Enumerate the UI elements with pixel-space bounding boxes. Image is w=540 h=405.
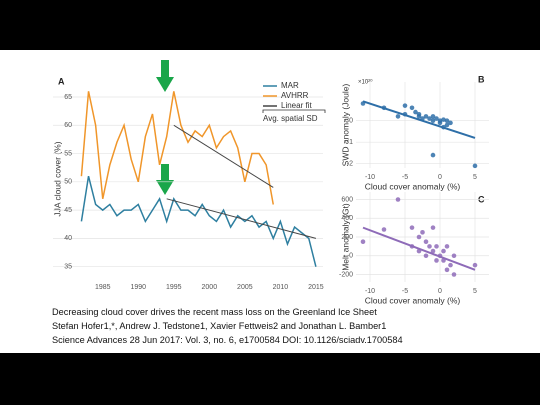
x-tick-label: 2005 — [237, 284, 253, 291]
x-tick-label: 5 — [473, 288, 477, 295]
unit-label: ×10²⁰ — [358, 79, 373, 86]
y-axis-label: JJA cloud cover (%) — [52, 141, 62, 216]
y-tick-label: 50 — [64, 179, 72, 186]
point — [395, 197, 401, 202]
point — [434, 244, 439, 249]
top-bar — [0, 0, 540, 50]
point — [434, 258, 439, 263]
caption: Science Advances 28 Jun 2017: Vol. 3, no… — [52, 335, 403, 345]
x-tick-label: -5 — [402, 288, 408, 295]
point — [430, 114, 436, 119]
point — [444, 267, 450, 273]
y-tick-label: 40 — [64, 235, 72, 242]
y-tick-label: 200 — [341, 234, 353, 241]
point — [416, 234, 422, 240]
point — [420, 230, 425, 235]
caption: Decreasing cloud cover drives the recent… — [52, 307, 377, 317]
point — [416, 114, 422, 119]
y-axis-label: Melt anomaly (Gt) — [340, 203, 350, 271]
y-tick-label: 35 — [64, 264, 72, 271]
bottom-bar — [0, 353, 540, 405]
point — [437, 120, 443, 126]
fit-line — [362, 226, 476, 271]
y-tick-label: 60 — [64, 122, 72, 129]
y-tick-label: 400 — [341, 215, 353, 222]
point — [395, 114, 401, 119]
y-tick-label: 0 — [349, 118, 353, 125]
bracket — [262, 109, 326, 113]
x-tick-label: 2000 — [202, 284, 218, 291]
y-tick-label: -1 — [347, 139, 353, 146]
x-tick-label: 2010 — [273, 284, 289, 291]
legend-label: AVHRR — [281, 91, 309, 100]
arrow — [156, 60, 174, 92]
point — [444, 244, 450, 249]
point — [430, 225, 436, 230]
x-tick-label: 0 — [438, 174, 442, 181]
x-axis-label: Cloud cover anomaly (%) — [365, 181, 461, 191]
series-line — [80, 91, 275, 205]
x-tick-label: 5 — [473, 174, 477, 181]
x-tick-label: -10 — [365, 288, 375, 295]
point — [427, 116, 432, 121]
point — [444, 122, 450, 128]
y-tick-label: 0 — [349, 253, 353, 260]
fit-line — [362, 100, 476, 139]
caption: Stefan Hofer1,*, Andrew J. Tedstone1, Xa… — [52, 321, 387, 331]
point — [441, 117, 446, 122]
y-tick-label: 65 — [64, 94, 72, 101]
point — [448, 120, 453, 126]
point — [434, 116, 439, 121]
point — [448, 262, 453, 268]
point — [430, 152, 436, 158]
point — [423, 239, 429, 244]
panel-letter: B — [478, 74, 485, 84]
point — [409, 105, 415, 111]
x-tick-label: 1990 — [130, 284, 146, 291]
x-tick-label: -10 — [365, 174, 375, 181]
point — [444, 118, 450, 123]
x-tick-label: 2015 — [308, 284, 324, 291]
legend-label: MAR — [281, 81, 299, 90]
x-tick-label: 0 — [438, 288, 442, 295]
point — [430, 248, 436, 254]
point — [451, 272, 457, 277]
point — [441, 248, 446, 254]
x-axis-label: Cloud cover anomaly (%) — [365, 295, 461, 305]
annotation: Avg. spatial SD — [263, 114, 318, 123]
point — [413, 109, 418, 115]
x-tick-label: 1985 — [95, 284, 111, 291]
y-tick-label: 55 — [64, 150, 72, 157]
point — [402, 103, 408, 108]
point — [423, 253, 429, 259]
panel-letter: A — [58, 76, 65, 86]
point — [430, 118, 436, 123]
arrow — [156, 164, 174, 195]
fit-line — [173, 124, 274, 188]
series-line — [80, 175, 317, 267]
y-axis-label: SWD anomaly (Joule) — [340, 84, 350, 167]
y-tick-label: 45 — [64, 207, 72, 214]
x-tick-label: -5 — [402, 174, 408, 181]
legend-label: Linear fit — [281, 101, 312, 110]
point — [472, 163, 478, 169]
point — [360, 239, 366, 244]
y-tick-label: -2 — [347, 161, 353, 168]
point — [472, 262, 478, 268]
point — [381, 227, 387, 232]
point — [409, 225, 415, 230]
point — [451, 253, 457, 259]
fit-line — [166, 198, 317, 239]
y-tick-label: -200 — [339, 271, 353, 278]
point — [427, 244, 432, 249]
point — [423, 114, 429, 119]
y-tick-label: 600 — [341, 196, 353, 203]
x-tick-label: 1995 — [166, 284, 182, 291]
